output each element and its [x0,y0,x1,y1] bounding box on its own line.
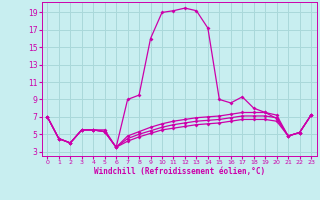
X-axis label: Windchill (Refroidissement éolien,°C): Windchill (Refroidissement éolien,°C) [94,167,265,176]
